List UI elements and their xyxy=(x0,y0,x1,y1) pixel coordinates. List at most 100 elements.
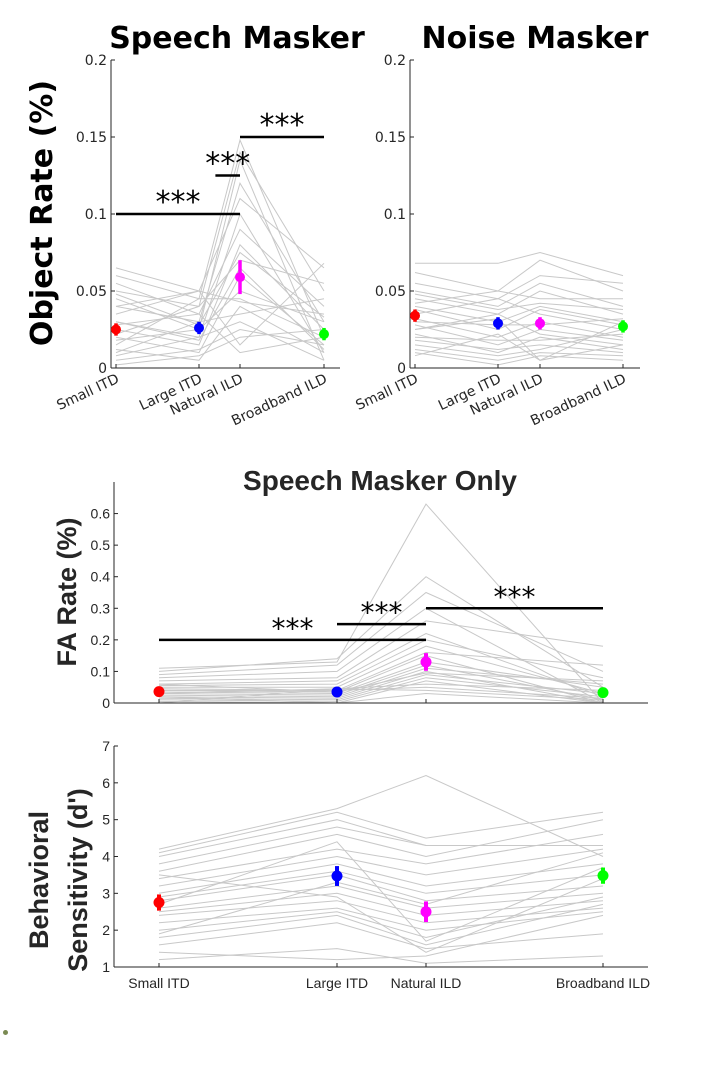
mean-point xyxy=(319,329,329,340)
y-tick-label: 0.1 xyxy=(91,663,111,679)
subject-line xyxy=(158,863,604,894)
y-tick-label: 0.05 xyxy=(375,284,406,300)
subject-line xyxy=(158,819,604,872)
x-tick-label: Natural ILD xyxy=(391,975,462,991)
mean-point xyxy=(235,272,245,283)
mean-markers xyxy=(410,309,628,333)
x-tick-label: Small ITD xyxy=(353,371,420,414)
mean-markers xyxy=(153,866,609,923)
x-tick-label: Broadband ILD xyxy=(528,371,629,429)
mean-point xyxy=(493,318,503,329)
subject-line xyxy=(158,811,604,854)
subject-line xyxy=(159,645,604,694)
subject-line xyxy=(158,870,604,898)
axes: 0 0.1 0.2 0.3 0.4 0.5 0.6 xyxy=(91,482,648,711)
subject-line xyxy=(115,274,325,354)
subject-line xyxy=(115,228,325,326)
y-tick-label: 0.2 xyxy=(384,53,406,69)
mean-markers xyxy=(153,653,609,699)
significance-stars: *** xyxy=(260,108,305,143)
mean-point xyxy=(535,318,545,329)
panel-title-speech-masker: Speech Masker xyxy=(109,21,365,56)
panel-behavioral-sensitivity: Behavioral Sensitivity (d') 1 2 3 4 5 6 7 Small… xyxy=(24,738,650,991)
mean-point xyxy=(153,897,165,909)
y-tick-label: 0 xyxy=(102,695,110,711)
subject-line xyxy=(158,903,604,946)
subject-line xyxy=(158,914,604,961)
mean-point xyxy=(420,906,432,918)
subject-line xyxy=(414,318,624,361)
significance-stars: *** xyxy=(361,596,403,629)
subject-line xyxy=(158,651,604,691)
subject-line xyxy=(115,251,325,326)
subject-line xyxy=(414,318,624,326)
subject-lines xyxy=(158,774,604,964)
subject-lines xyxy=(414,251,624,366)
mean-point xyxy=(331,686,343,698)
subject-line xyxy=(115,138,325,338)
subject-line xyxy=(115,267,325,315)
y-tick-label: 0.2 xyxy=(91,632,111,648)
subject-line xyxy=(115,282,325,354)
x-tick-label: Broadband ILD xyxy=(229,371,330,429)
y-tick-label: 0 xyxy=(397,361,406,377)
panel-speech-masker: Speech Masker Object Rate (%) 0 0.05 0.1 0.… xyxy=(25,21,365,429)
y-tick-label: 1 xyxy=(102,959,110,975)
subject-line xyxy=(414,349,624,361)
y-tick-label: 0.4 xyxy=(91,569,111,585)
subject-line xyxy=(115,328,325,361)
subject-line xyxy=(115,267,325,350)
mean-point xyxy=(111,324,121,335)
subject-line xyxy=(414,318,624,338)
subject-line xyxy=(115,181,325,323)
y-tick-label: 0.05 xyxy=(76,284,107,300)
subject-line xyxy=(158,826,603,865)
subject-line xyxy=(414,333,624,341)
subject-line xyxy=(414,352,624,366)
subject-line xyxy=(415,251,624,277)
y-tick-label: 4 xyxy=(102,849,110,865)
subject-line xyxy=(158,692,604,704)
subject-lines xyxy=(158,503,604,704)
subject-line xyxy=(158,833,604,880)
panel-title-speech-masker-only: Speech Masker Only xyxy=(243,465,517,496)
subject-line xyxy=(158,885,604,909)
subject-line xyxy=(158,620,604,682)
subject-line xyxy=(158,841,604,942)
subject-line xyxy=(115,197,325,315)
mean-point xyxy=(420,656,432,668)
subject-line xyxy=(414,324,624,346)
subject-line xyxy=(414,333,624,354)
y-axis-label-fa-rate: FA Rate (%) xyxy=(52,517,82,666)
x-tick-label: Small ITD xyxy=(128,975,189,991)
subject-line xyxy=(158,591,604,676)
mean-point xyxy=(618,321,628,332)
subject-line xyxy=(158,874,604,902)
y-tick-label: 0 xyxy=(98,361,107,377)
subject-line xyxy=(414,275,624,300)
subject-line xyxy=(158,892,604,916)
y-tick-label: 7 xyxy=(102,738,110,754)
subject-line xyxy=(158,632,604,698)
subject-lines xyxy=(115,138,325,366)
y-axis-label-line-2: Sensitivity (d') xyxy=(63,788,93,971)
y-axis-label-object-rate: Object Rate (%) xyxy=(25,80,60,346)
subject-line xyxy=(115,298,325,346)
y-tick-label: 0.5 xyxy=(91,537,111,553)
subject-line xyxy=(158,672,604,693)
significance-markers: ********* xyxy=(116,108,324,220)
subject-line xyxy=(115,259,325,335)
subject-line xyxy=(414,329,624,357)
subject-line xyxy=(115,158,325,361)
subject-line xyxy=(414,259,624,292)
subject-line xyxy=(115,321,325,361)
significance-stars: *** xyxy=(205,147,250,182)
significance-stars: *** xyxy=(494,580,536,613)
y-tick-label: 5 xyxy=(102,812,110,828)
y-tick-label: 0.3 xyxy=(91,600,111,616)
mean-point xyxy=(597,870,609,882)
significance-stars: *** xyxy=(272,612,314,645)
subject-line xyxy=(158,683,604,704)
